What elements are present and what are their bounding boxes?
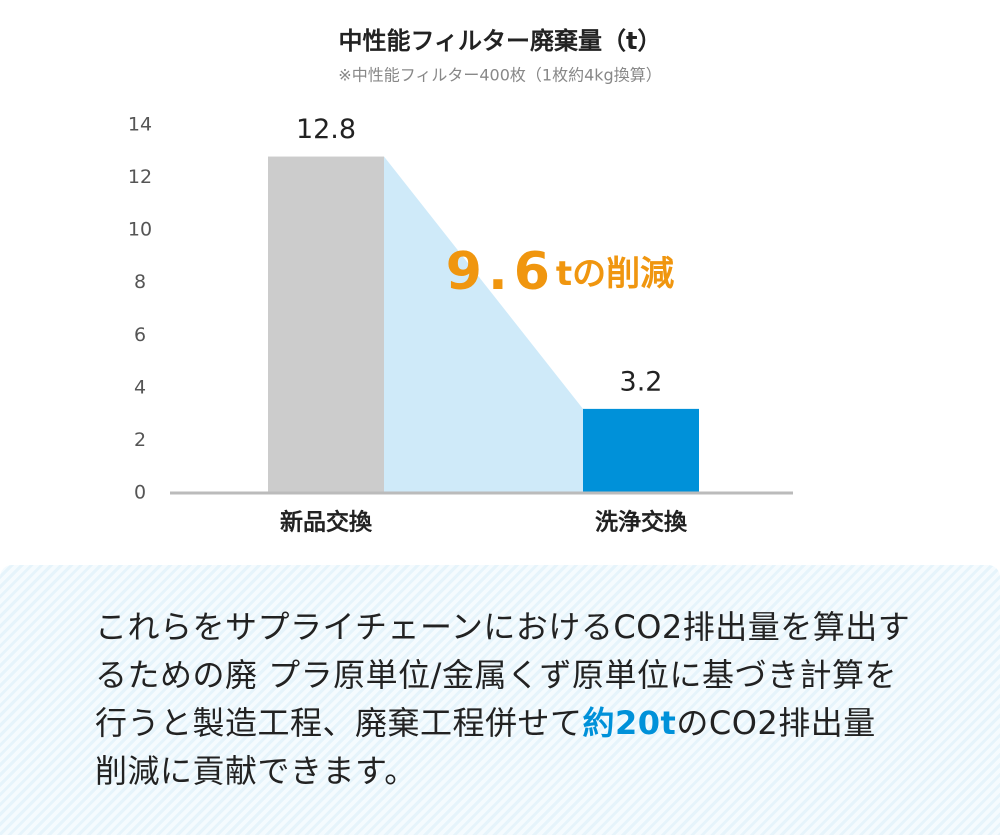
- y-tick-label: 0: [134, 482, 146, 504]
- note-text: これらをサプライチェーンにおけるCO2排出量を算出す るための廃 プラ原単位/金…: [95, 603, 910, 795]
- chart: 中性能フィルター廃棄量（t） ※中性能フィルター400枚（1枚約4kg換算） 0…: [128, 27, 793, 536]
- note-part: のCO2排出量 削減に貢献できます。: [95, 704, 876, 790]
- chart-subtitle: ※中性能フィルター400枚（1枚約4kg換算）: [338, 66, 661, 85]
- y-tick-label: 2: [134, 429, 146, 451]
- x-tick-label: 洗浄交換: [595, 509, 688, 536]
- y-tick-label: 8: [134, 271, 146, 293]
- chart-title: 中性能フィルター廃棄量（t）: [339, 27, 662, 55]
- y-tick-label: 12: [128, 166, 152, 188]
- annotation: 9.6tの削減: [446, 242, 674, 302]
- annotation-part: tの削減: [556, 254, 674, 294]
- value-label: 3.2: [620, 366, 663, 397]
- x-tick-label: 新品交換: [280, 509, 373, 536]
- value-label: 12.8: [296, 114, 356, 145]
- note-box: これらをサプライチェーンにおけるCO2排出量を算出す るための廃 プラ原単位/金…: [0, 565, 1000, 835]
- y-tick-label: 14: [128, 114, 152, 136]
- reduction-area: [384, 156, 583, 494]
- annotation-part: 9.6: [446, 242, 556, 302]
- note-highlight: 約20t: [582, 704, 677, 742]
- y-tick-label: 4: [134, 376, 146, 398]
- bar: [268, 156, 384, 494]
- bar: [583, 408, 699, 493]
- y-tick-label: 6: [134, 324, 146, 346]
- note-part: これらをサプライチェーンにおけるCO2排出量を算出す るための廃 プラ原単位/金…: [95, 608, 911, 742]
- y-tick-label: 10: [128, 219, 152, 241]
